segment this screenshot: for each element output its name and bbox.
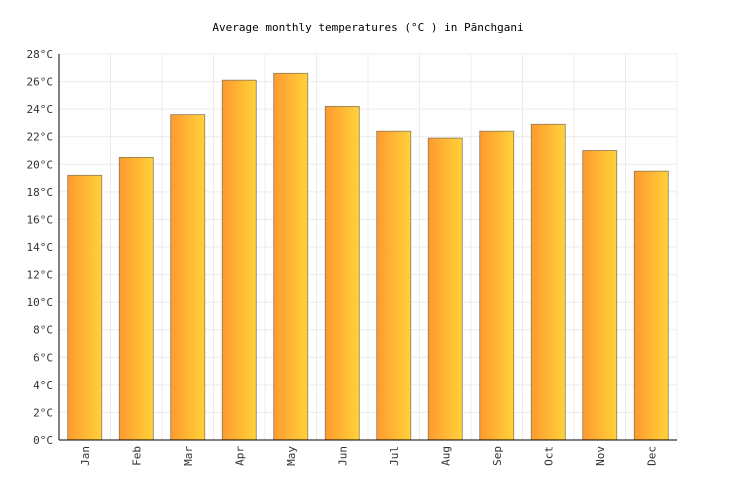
x-tick-label: Mar <box>182 446 195 466</box>
bar-sep <box>479 130 515 441</box>
y-tick-label: 10°C <box>27 296 54 309</box>
y-tick-label: 12°C <box>27 269 54 282</box>
y-axis-ticks: 0°C 2°C 4°C 6°C 8°C 10°C 12°C 14°C 16°C 18°C 20°C 2… <box>27 48 54 447</box>
y-tick-label: 6°C <box>33 351 53 364</box>
x-tick-label: Jun <box>336 446 349 466</box>
x-tick-label: Sep <box>491 446 504 466</box>
grid-lines <box>59 53 678 441</box>
y-tick-label: 28°C <box>27 48 54 61</box>
x-tick-label: Jul <box>388 446 401 466</box>
y-tick-label: 20°C <box>27 158 54 171</box>
x-tick-label: Oct <box>542 446 555 466</box>
y-tick-label: 26°C <box>27 76 54 89</box>
y-tick-label: 4°C <box>33 379 53 392</box>
y-tick-label: 2°C <box>33 406 53 419</box>
chart-title: Average monthly temperatures (°C ) in Pā… <box>212 21 523 34</box>
bar-aug <box>427 137 463 441</box>
y-tick-label: 24°C <box>27 103 54 116</box>
y-tick-label: 0°C <box>33 434 53 447</box>
y-tick-label: 8°C <box>33 324 53 337</box>
bar-jul <box>376 130 412 441</box>
x-tick-label: Apr <box>233 446 246 466</box>
x-tick-label: May <box>285 446 298 466</box>
x-tick-label: Nov <box>594 446 607 466</box>
bar-jun <box>324 105 360 441</box>
x-tick-label: Feb <box>130 446 143 466</box>
bar-feb <box>118 156 154 441</box>
x-axis-ticks: Jan Feb Mar Apr May Jun Jul Aug Sep Oct Nov Dec <box>79 446 659 466</box>
bar-jan <box>67 174 103 441</box>
bar-apr <box>221 79 257 441</box>
bar-nov <box>582 150 618 441</box>
y-tick-label: 18°C <box>27 186 54 199</box>
bars <box>67 72 669 441</box>
y-tick-label: 16°C <box>27 213 54 226</box>
bar-mar <box>170 114 206 441</box>
bar-may <box>273 72 309 441</box>
x-tick-label: Aug <box>439 446 452 466</box>
x-tick-label: Dec <box>645 446 658 466</box>
y-tick-label: 22°C <box>27 131 54 144</box>
y-tick-label: 14°C <box>27 241 54 254</box>
bar-dec <box>633 170 669 441</box>
x-tick-label: Jan <box>79 446 92 466</box>
bar-oct <box>530 123 566 441</box>
